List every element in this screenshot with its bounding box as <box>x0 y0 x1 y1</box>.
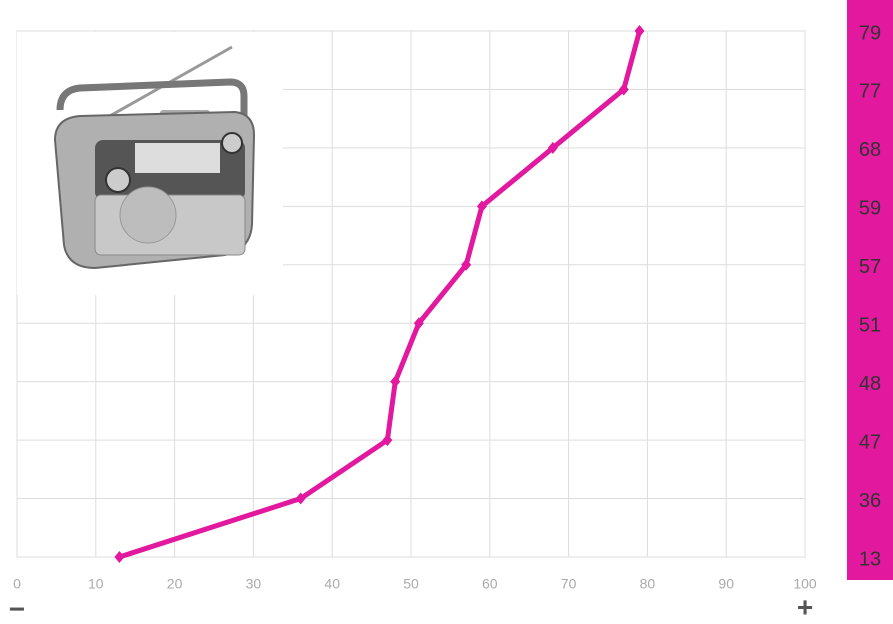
series <box>114 25 645 563</box>
value-label: 57 <box>859 256 881 278</box>
x-tick-label: 20 <box>167 576 183 592</box>
line <box>118 30 642 560</box>
x-tick-label: 90 <box>718 576 734 592</box>
value-label: 48 <box>859 373 881 395</box>
x-tick-label: 80 <box>640 576 656 592</box>
marker <box>547 141 558 154</box>
marker <box>413 317 424 330</box>
x-tick-label: 70 <box>561 576 577 592</box>
x-tick-label: 30 <box>246 576 262 592</box>
x-tick-label: 10 <box>88 576 104 592</box>
label-band <box>847 0 893 580</box>
value-label: 13 <box>859 548 881 570</box>
x-tick-label: 50 <box>403 576 419 592</box>
x-tick-label: 0 <box>13 576 21 592</box>
x-min-label: − <box>9 593 25 619</box>
radio-photo <box>17 32 283 295</box>
x-tick-label: 100 <box>793 576 817 592</box>
x-tick-label: 40 <box>324 576 340 592</box>
value-label: 77 <box>859 81 881 103</box>
marker <box>634 25 645 37</box>
value-label: 36 <box>859 490 881 512</box>
marker <box>295 492 306 505</box>
value-label: 59 <box>859 198 881 220</box>
x-tick-label: 60 <box>482 576 498 592</box>
marker <box>476 200 487 213</box>
value-label: 51 <box>859 315 881 337</box>
marker <box>382 434 393 447</box>
marker <box>390 375 401 388</box>
value-label: 68 <box>859 139 881 161</box>
marker <box>618 83 629 96</box>
x-max-label: + <box>797 591 813 619</box>
value-label: 47 <box>859 431 881 453</box>
value-label: 79 <box>859 22 881 44</box>
marker <box>461 258 472 271</box>
marker <box>114 551 125 563</box>
